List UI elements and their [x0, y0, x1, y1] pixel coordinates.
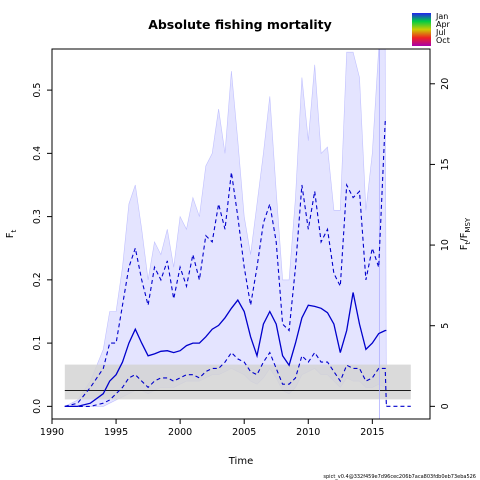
y-axis-right-label-denom-sub: MSY	[464, 217, 472, 232]
x-tick-label: 2000	[168, 427, 192, 438]
y-axis-left: 0.0 0.1 0.2 0.3 0.4 0.5	[32, 83, 52, 414]
estimate-line	[64, 292, 387, 408]
y-axis-right-label-sub: t	[464, 241, 472, 244]
y-tick-label: 0.2	[32, 272, 43, 287]
plot-frame	[51, 48, 431, 420]
upper-ci-line	[64, 121, 387, 407]
x-tick-label: 1995	[104, 427, 128, 438]
legend-label-jan: Jan	[435, 12, 448, 21]
y-tick-label: 0.1	[32, 336, 43, 351]
x-tick-label: 1990	[40, 427, 64, 438]
x-axis: 1990 1995 2000 2005 2010 2015	[40, 419, 384, 438]
footer-version: spict_v0.4@332f459e7d96cec206b7aca803fdb…	[323, 474, 476, 480]
lower-ci-line	[64, 351, 387, 407]
svg-text:Ft: Ft	[5, 229, 18, 238]
seasonal-band	[64, 49, 387, 407]
y-axis-right: 0 5 10 15 20	[430, 78, 451, 409]
legend-color-gradient	[412, 13, 431, 46]
svg-text:Ft/FMSY: Ft/FMSY	[459, 217, 472, 250]
y-tick-label: 0.3	[32, 209, 43, 224]
y-axis-right-label-main: F	[459, 244, 470, 250]
x-tick-label: 2010	[296, 427, 320, 438]
y2-tick-label: 5	[440, 323, 451, 329]
legend-label-oct: Oct	[436, 36, 450, 45]
legend: Jan Apr Jul Oct	[412, 12, 451, 46]
y2-tick-label: 0	[440, 403, 451, 409]
y-axis-right-label-denom: F	[459, 232, 470, 238]
x-tick-label: 2005	[232, 427, 256, 438]
y-tick-label: 0.4	[32, 146, 43, 161]
y-tick-label: 0.5	[32, 83, 43, 98]
legend-label-jul: Jul	[435, 28, 446, 37]
legend-label-apr: Apr	[436, 20, 451, 29]
x-axis-label: Time	[228, 456, 253, 467]
plot-area	[64, 49, 411, 419]
chart-title: Absolute fishing mortality	[148, 17, 332, 32]
y-axis-left-label: Ft	[5, 229, 18, 238]
y2-tick-label: 10	[440, 239, 451, 251]
y-axis-left-label-main: F	[5, 232, 16, 238]
y-tick-label: 0.0	[32, 399, 43, 414]
y-axis-right-label: Ft/FMSY	[459, 217, 472, 250]
x-tick-label: 2015	[360, 427, 384, 438]
y2-tick-label: 15	[440, 158, 451, 170]
y2-tick-label: 20	[440, 78, 451, 90]
fmsy-ci-band	[64, 364, 411, 400]
y-axis-left-label-sub: t	[10, 229, 18, 232]
